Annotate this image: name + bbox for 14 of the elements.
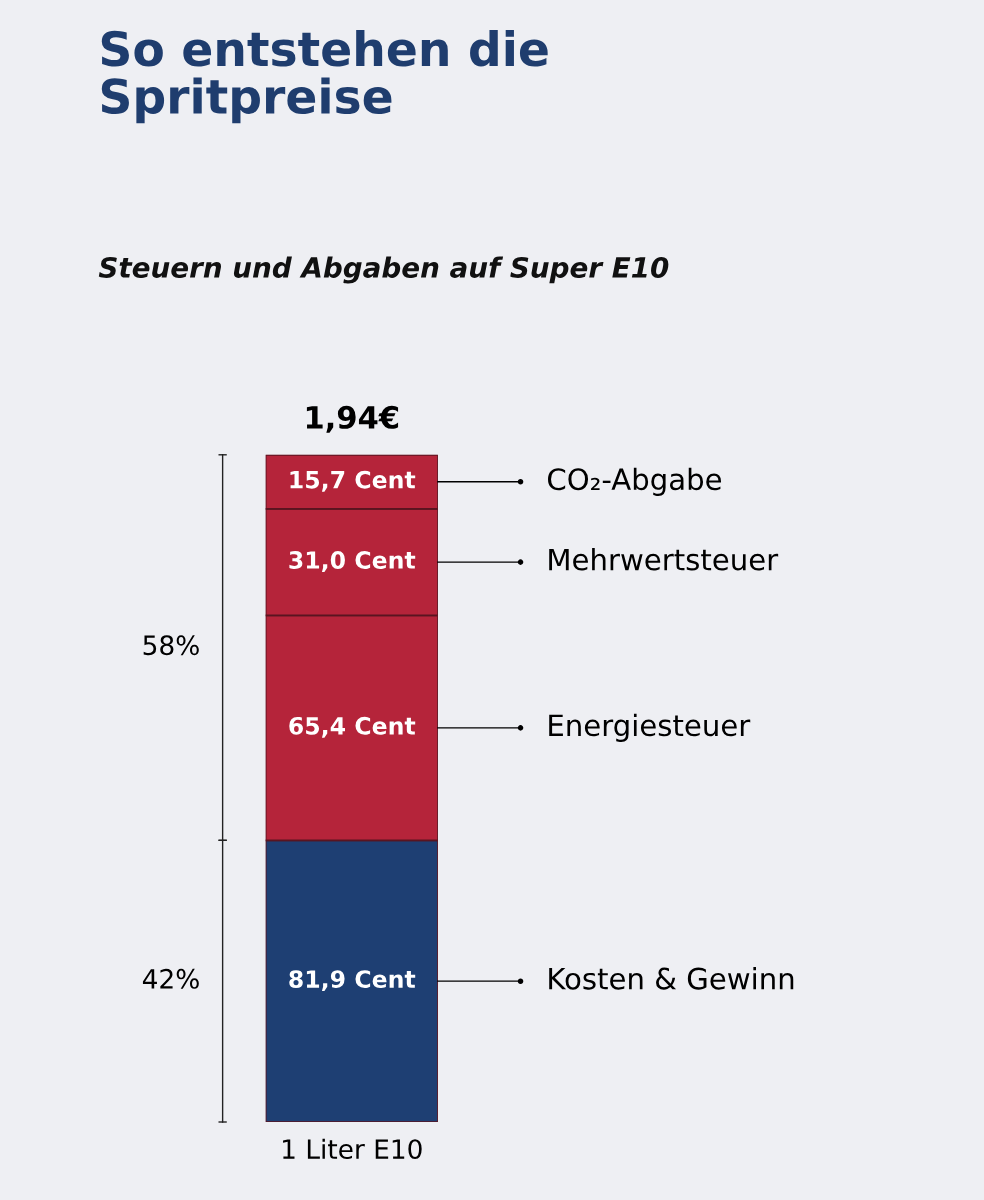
chart-title: So entstehen die Spritpreise	[101, 30, 548, 124]
text: Mehrwertsteuer	[549, 547, 779, 571]
data-label: 31,0 Cent	[289, 551, 416, 572]
text: 58%	[143, 635, 199, 656]
chart-subtitle: Steuern und Abgaben auf Super E10	[98, 256, 669, 284]
data-label: 81,9 Cent	[289, 970, 416, 992]
x-tick-label: 1 Liter E10	[283, 1138, 422, 1160]
data-label: 15,7 Cent	[290, 470, 416, 492]
text: 42%	[142, 968, 199, 989]
text: Energiesteuer	[549, 713, 751, 742]
text: Kosten & Gewinn	[549, 967, 794, 990]
text: 1,94€	[306, 405, 399, 433]
text: CO₂-Abgabe	[548, 467, 722, 496]
data-label: 65,4 Cent	[289, 716, 416, 738]
